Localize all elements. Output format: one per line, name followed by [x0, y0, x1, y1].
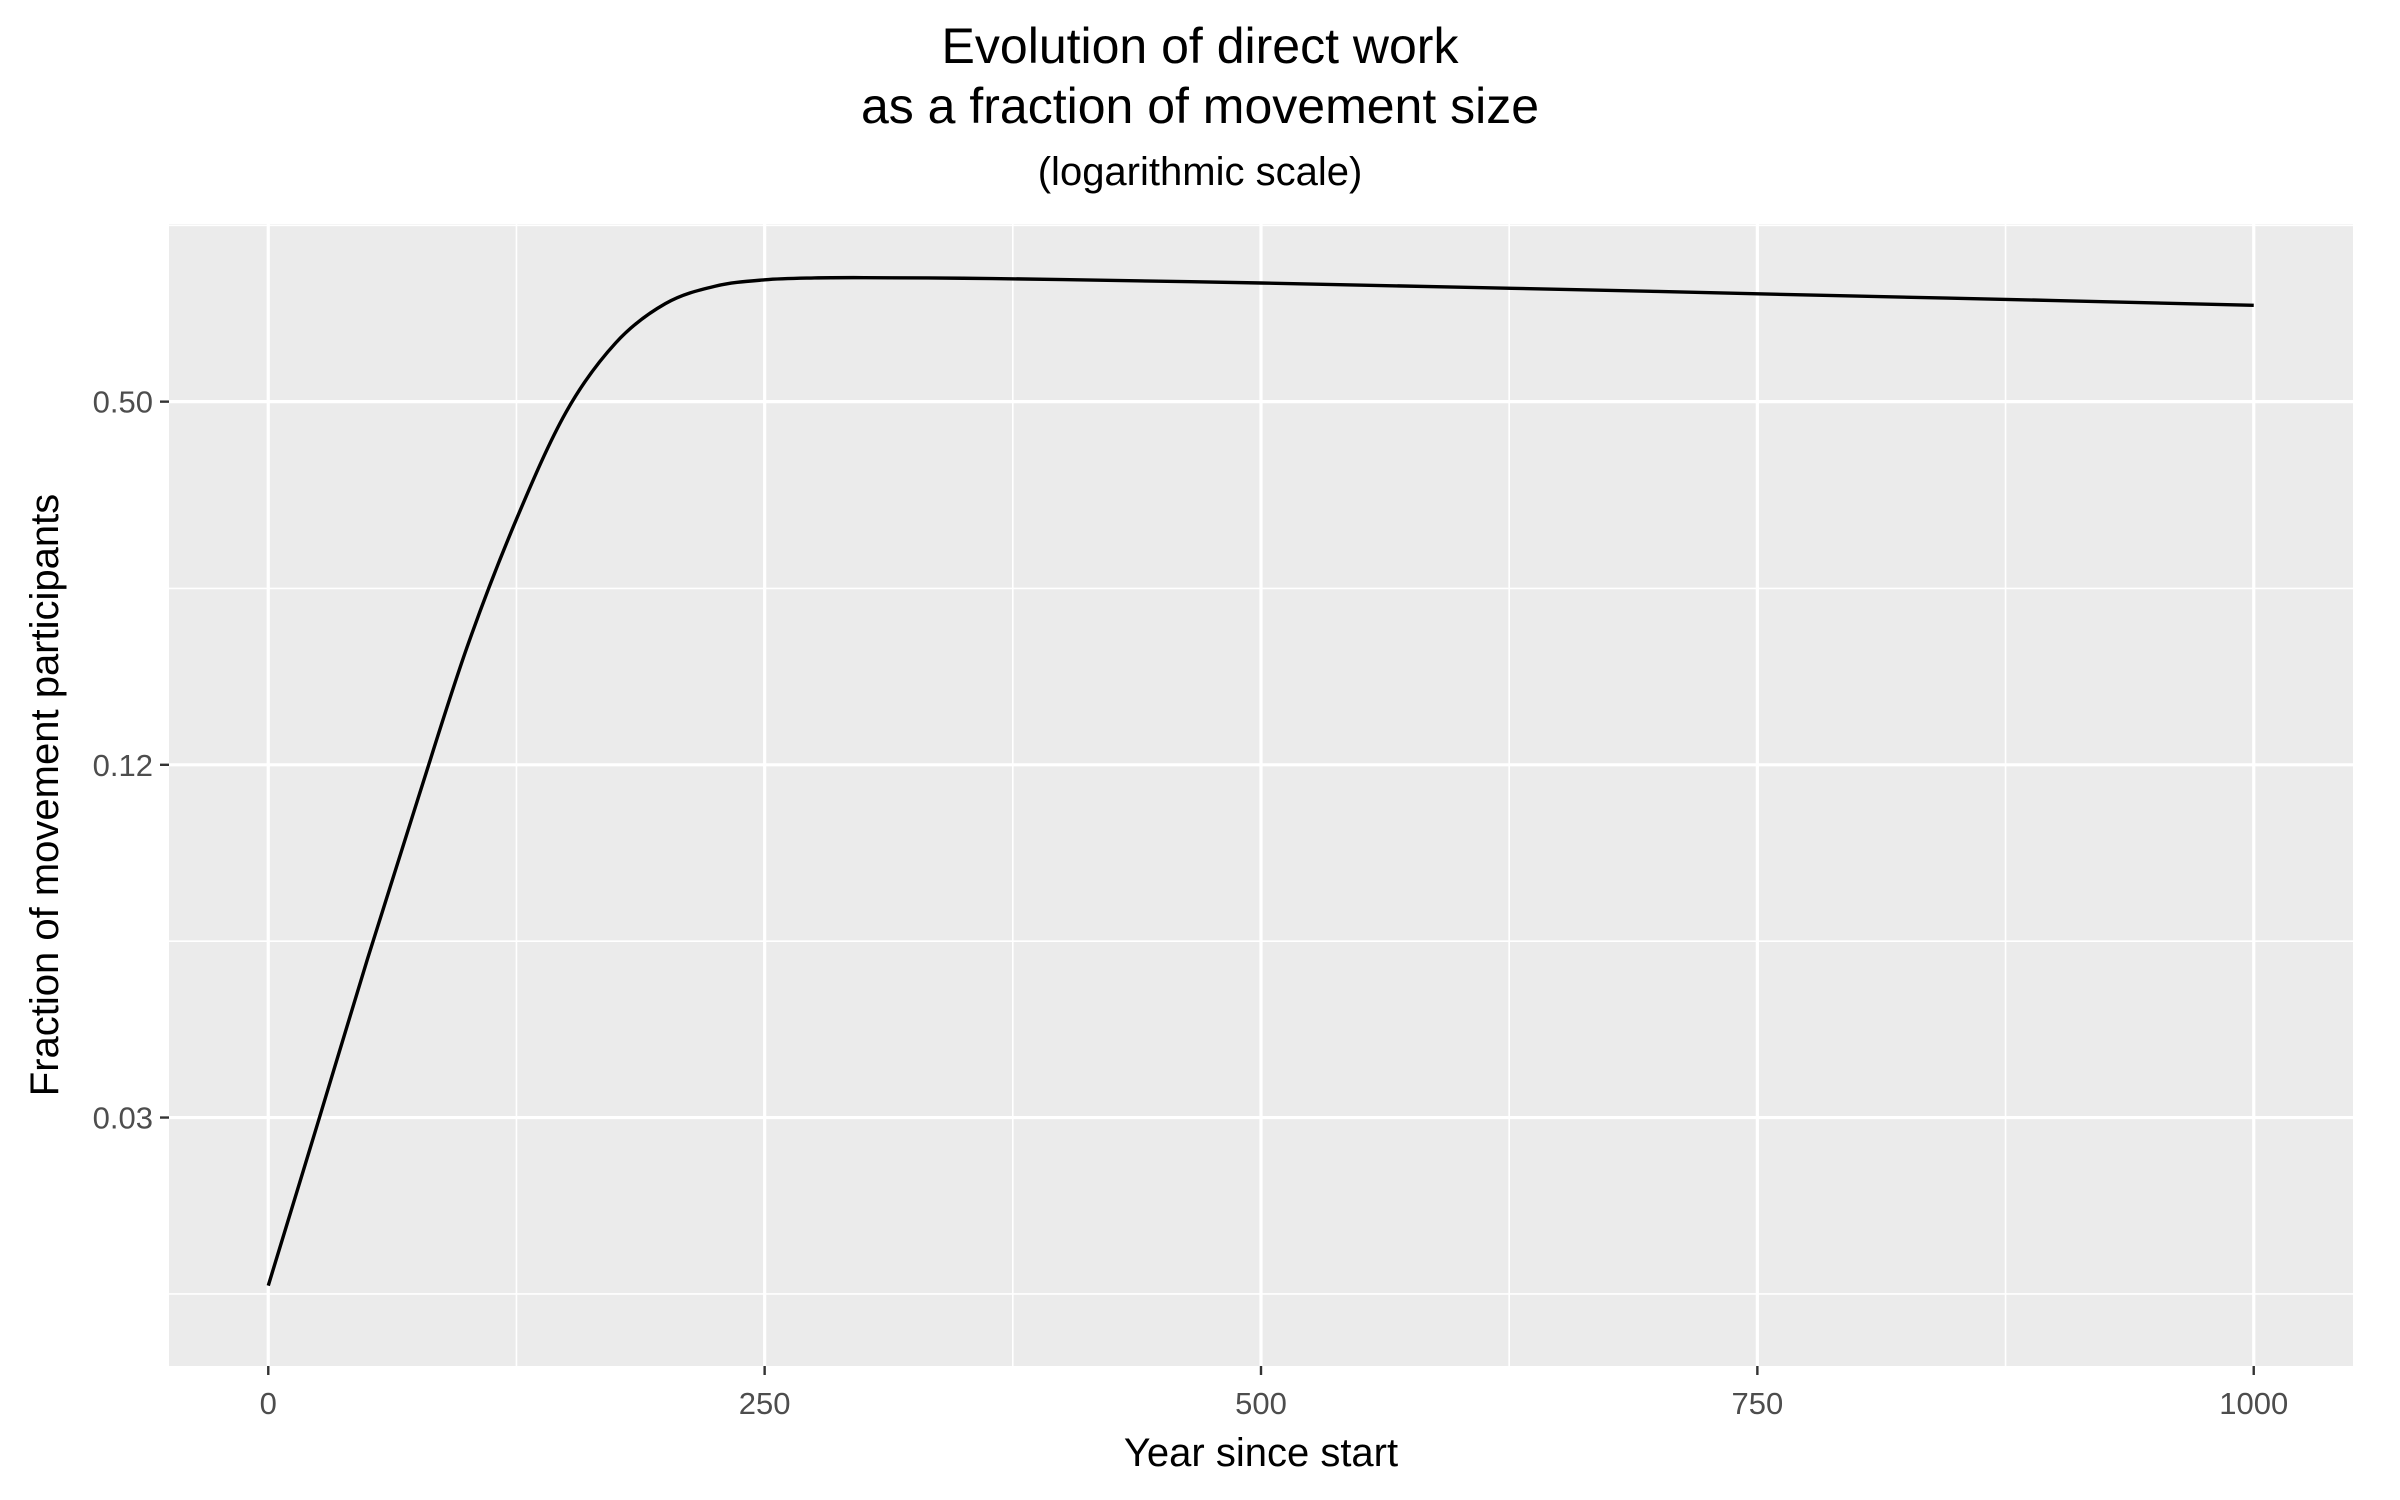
- y-tick-label: 0.03: [93, 1101, 153, 1136]
- x-axis-label: Year since start: [1124, 1431, 1398, 1475]
- chart-title-line1: Evolution of direct work: [941, 18, 1459, 74]
- series-line: [266, 275, 2254, 1287]
- chart-subtitle: (logarithmic scale): [1037, 150, 1363, 194]
- y-axis-label: Fraction of movement participants: [23, 494, 67, 1096]
- y-tick-label: 0.50: [93, 385, 153, 420]
- y-tick-label: 0.12: [93, 748, 153, 783]
- x-tick-label: 0: [260, 1386, 277, 1421]
- chart-title-line2: as a fraction of movement size: [860, 78, 1540, 134]
- axes: 0.03 0.12 0.50 0 250 500 750 1000: [93, 385, 2289, 1421]
- major-gridlines: [169, 224, 2353, 1366]
- x-tick-label: 500: [1235, 1386, 1287, 1421]
- x-tick-label: 1000: [2219, 1386, 2288, 1421]
- series-layer: [266, 275, 2254, 1287]
- x-tick-label: 250: [739, 1386, 791, 1421]
- x-tick-label: 750: [1731, 1386, 1783, 1421]
